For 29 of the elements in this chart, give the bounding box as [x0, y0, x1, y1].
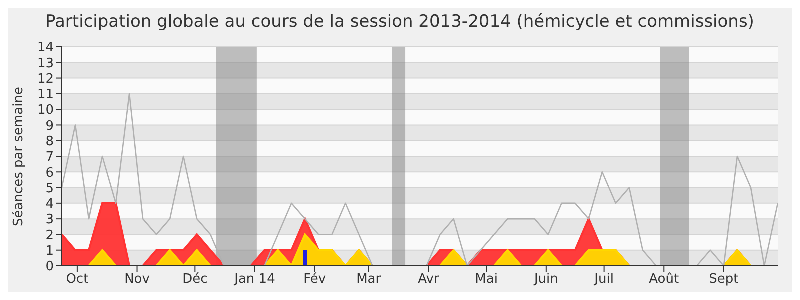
x-tick-label: Juil	[594, 272, 614, 288]
x-tick-label: Avr	[418, 272, 440, 288]
y-tick-label: 12	[37, 72, 54, 87]
x-tick-label: Août	[649, 272, 680, 288]
x-tick-label: Mai	[475, 272, 498, 288]
x-tick-label: Jan 14	[234, 272, 276, 288]
y-tick-label: 7	[46, 150, 54, 166]
y-tick-label: 8	[46, 134, 54, 150]
x-tick-label: Mar	[356, 272, 382, 288]
y-tick-label: 6	[46, 166, 54, 181]
x-tick-label: Juin	[533, 272, 558, 288]
y-tick-label: 14	[37, 40, 54, 56]
y-tick-label: 3	[46, 212, 54, 228]
y-tick-label: 10	[37, 103, 54, 118]
chart-title: Participation globale au cours de la session 2013-2014 (hémicycle et commissions)	[44, 11, 756, 34]
y-tick-label: 1	[46, 244, 54, 259]
x-tick-label: Déc	[182, 272, 208, 288]
y-tick-label: 5	[46, 181, 54, 196]
y-tick-label: 2	[46, 228, 54, 244]
y-tick-label: 4	[46, 197, 54, 212]
y-tick-label: 13	[37, 56, 54, 72]
x-tick-label: Oct	[66, 272, 89, 288]
y-tick-label: 0	[46, 260, 54, 275]
y-tick-label: 11	[37, 88, 54, 103]
x-tick-label: Nov	[124, 272, 150, 288]
x-tick-label: Sept	[709, 272, 739, 288]
x-tick-label: Fév	[304, 272, 326, 288]
y-axis-title: Séances par semaine	[12, 87, 27, 226]
y-tick-label: 9	[46, 118, 54, 134]
